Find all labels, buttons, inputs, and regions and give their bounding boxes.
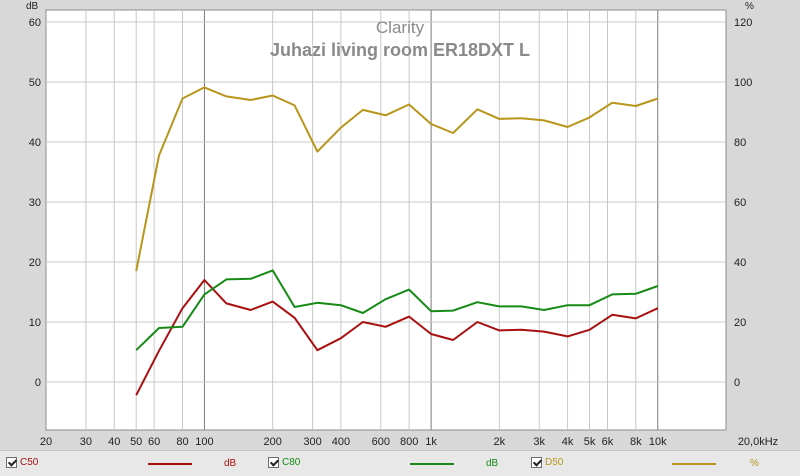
legend-bar: C50 dB C80 dB D50 % xyxy=(0,450,800,476)
right-y-tick-label: 20 xyxy=(734,317,746,329)
c50-line-swatch xyxy=(148,463,192,465)
x-tick-label: 10k xyxy=(649,436,667,448)
right-y-tick-labels: 0 20 40 60 80 100 120 xyxy=(734,17,752,389)
left-y-tick-label: 40 xyxy=(29,137,41,149)
x-tick-label: 2k xyxy=(494,436,506,448)
right-axis-label: % xyxy=(745,1,754,12)
x-tick-label: 200 xyxy=(263,436,281,448)
plot-area xyxy=(45,9,727,431)
left-y-tick-label: 10 xyxy=(29,317,41,329)
c50-checkbox[interactable] xyxy=(6,457,17,468)
x-tick-label: 3k xyxy=(533,436,545,448)
left-y-tick-label: 0 xyxy=(35,377,41,389)
right-y-tick-label: 0 xyxy=(734,377,740,389)
right-y-tick-label: 120 xyxy=(734,17,752,29)
clarity-chart: 20 30 40 50 60 80 100 200 300 400 600 800 1k 2k 3k 4k 5k… xyxy=(26,1,778,448)
x-tick-label: 300 xyxy=(303,436,321,448)
left-y-tick-label: 50 xyxy=(29,77,41,89)
x-tick-label: 20 xyxy=(40,436,52,448)
x-tick-label: 8k xyxy=(630,436,642,448)
left-y-tick-label: 20 xyxy=(29,257,41,269)
c50-label: C50 xyxy=(20,457,39,468)
right-y-tick-label: 100 xyxy=(734,77,752,89)
left-y-tick-label: 30 xyxy=(29,197,41,209)
c80-unit: dB xyxy=(486,458,499,469)
x-tick-label: 20,0kHz xyxy=(738,436,778,448)
x-tick-label: 4k xyxy=(562,436,574,448)
series-line-c80 xyxy=(135,269,659,351)
d50-label: D50 xyxy=(545,457,564,468)
x-tick-label: 1k xyxy=(425,436,437,448)
legend-item-d50[interactable]: D50 xyxy=(531,457,563,468)
x-tick-label: 800 xyxy=(400,436,418,448)
left-axis-label: dB xyxy=(26,1,39,12)
y-grid xyxy=(46,21,726,383)
c50-unit: dB xyxy=(224,458,237,469)
legend-item-c80[interactable]: C80 xyxy=(268,457,300,468)
series-lines xyxy=(135,86,659,396)
c80-line-swatch xyxy=(410,463,454,465)
x-tick-label: 6k xyxy=(602,436,614,448)
x-tick-label: 80 xyxy=(176,436,188,448)
right-y-tick-label: 40 xyxy=(734,257,746,269)
d50-line-swatch xyxy=(672,463,716,465)
x-tick-label: 30 xyxy=(80,436,92,448)
x-tick-label: 50 xyxy=(130,436,142,448)
d50-unit: % xyxy=(750,458,759,469)
x-tick-label: 600 xyxy=(372,436,390,448)
x-tick-labels: 20 30 40 50 60 80 100 200 300 400 600 800 1k 2k 3k 4k 5k… xyxy=(40,436,778,448)
left-y-tick-labels: 0 10 20 30 40 50 60 xyxy=(29,17,41,389)
chart-title: Clarity xyxy=(376,18,425,37)
right-y-tick-label: 80 xyxy=(734,137,746,149)
series-line-c50 xyxy=(135,279,659,396)
left-y-tick-label: 60 xyxy=(29,17,41,29)
chart-subtitle: Juhazi living room ER18DXT L xyxy=(270,40,530,60)
x-tick-label: 100 xyxy=(195,436,213,448)
x-tick-label: 5k xyxy=(584,436,596,448)
legend-item-c50[interactable]: C50 xyxy=(6,457,38,468)
right-y-tick-label: 60 xyxy=(734,197,746,209)
d50-checkbox[interactable] xyxy=(531,457,542,468)
x-tick-label: 400 xyxy=(332,436,350,448)
x-grid xyxy=(85,10,659,430)
c80-label: C80 xyxy=(282,457,301,468)
c80-checkbox[interactable] xyxy=(268,457,279,468)
x-tick-label: 60 xyxy=(148,436,160,448)
x-tick-label: 40 xyxy=(108,436,120,448)
series-line-d50 xyxy=(135,86,659,272)
